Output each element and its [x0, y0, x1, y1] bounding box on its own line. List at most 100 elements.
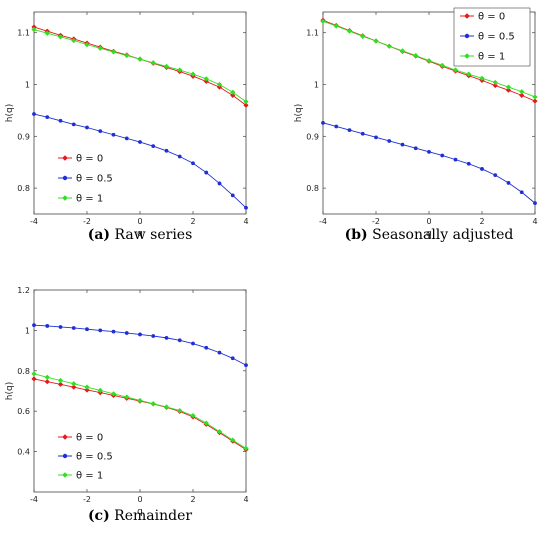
legend-marker — [62, 453, 68, 459]
data-point — [493, 173, 498, 178]
data-point — [177, 338, 182, 343]
x-axis-label: q — [137, 229, 143, 239]
data-point — [453, 157, 458, 162]
x-tick-label: -2 — [372, 217, 380, 226]
data-point — [427, 149, 431, 154]
caption-text: Raw series — [110, 227, 192, 243]
data-point — [373, 38, 379, 44]
data-point — [110, 49, 117, 55]
legend-label: θ = 0 — [76, 154, 103, 165]
data-point — [321, 120, 325, 125]
data-point — [360, 131, 365, 136]
x-tick-label: 2 — [190, 495, 195, 504]
caption-letter: (c) — [88, 508, 110, 524]
chart-panel-0: -4 -2 0 2 4 0.8 0.9 1 1.1 q h(q) θ = 0 θ = 0.5 θ = 1 (… — [5, 11, 249, 243]
data-point — [519, 89, 525, 95]
y-tick-label: 0.8 — [306, 184, 319, 193]
data-point — [71, 122, 76, 127]
data-point — [32, 112, 36, 116]
data-point — [244, 205, 248, 210]
plot-frame — [33, 11, 247, 215]
x-axis-label: q — [137, 507, 143, 517]
data-point — [492, 79, 498, 86]
data-point — [519, 190, 524, 195]
x-axis-label: q — [426, 229, 432, 239]
data-point — [204, 345, 209, 350]
y-tick-label: 1.1 — [306, 29, 319, 38]
data-point — [124, 331, 129, 335]
data-point — [505, 87, 512, 93]
data-point — [58, 118, 63, 123]
panel-caption: (a) Raw series — [88, 227, 193, 243]
legend-marker — [62, 175, 68, 181]
caption-letter: (a) — [88, 227, 110, 243]
data-point — [32, 323, 36, 328]
legend-label: θ = 1 — [76, 471, 103, 482]
legend-marker — [62, 155, 68, 161]
data-point — [519, 92, 525, 98]
data-point — [138, 332, 142, 337]
data-point — [44, 30, 50, 36]
data-point — [216, 429, 223, 435]
data-point — [98, 129, 103, 134]
y-tick-label: 0.9 — [17, 132, 30, 141]
legend-label: θ = 1 — [76, 194, 103, 205]
data-point — [111, 329, 116, 334]
x-tick-label: -2 — [83, 217, 91, 226]
x-tick-label: 2 — [479, 217, 484, 226]
data-point — [97, 45, 103, 51]
data-point — [452, 67, 459, 73]
data-point — [333, 23, 339, 29]
data-point — [347, 128, 352, 132]
y-tick-label: 1 — [314, 81, 319, 90]
data-point — [440, 153, 445, 158]
data-point — [177, 154, 182, 159]
data-point — [506, 181, 511, 185]
data-point — [57, 377, 64, 384]
y-tick-label: 1.2 — [17, 286, 30, 295]
y-tick-label: 0.9 — [306, 132, 319, 141]
data-point — [216, 81, 223, 88]
legend-label: θ = 0.5 — [478, 32, 515, 43]
data-point — [533, 201, 537, 206]
y-axis-label: h(q) — [294, 104, 304, 122]
data-point — [31, 371, 37, 377]
y-tick-label: 0.4 — [17, 448, 30, 457]
data-point — [97, 387, 103, 393]
data-point — [150, 401, 156, 407]
data-point — [191, 161, 195, 166]
data-point — [191, 341, 195, 346]
legend-marker — [464, 33, 470, 39]
data-point — [413, 52, 419, 59]
data-point — [71, 384, 77, 390]
data-point — [243, 99, 249, 105]
data-point — [163, 404, 170, 410]
data-point — [151, 334, 156, 338]
data-point — [84, 384, 90, 390]
data-point — [320, 18, 326, 24]
x-tick-label: 0 — [137, 217, 142, 226]
data-point — [150, 60, 156, 66]
data-point — [137, 56, 143, 62]
y-tick-label: 1 — [25, 81, 30, 90]
legend-marker — [62, 472, 68, 478]
data-point — [374, 135, 378, 140]
data-point — [98, 328, 103, 333]
data-point — [124, 136, 129, 141]
data-point — [346, 28, 353, 34]
data-point — [360, 33, 366, 39]
data-point — [85, 125, 89, 130]
data-point — [71, 37, 77, 44]
data-point — [400, 142, 405, 147]
data-point — [163, 63, 170, 69]
data-point — [124, 394, 130, 400]
data-point — [230, 92, 236, 98]
data-point — [151, 144, 156, 149]
data-point — [230, 193, 235, 198]
x-tick-label: 0 — [426, 217, 431, 226]
caption-text: Seasonally adjusted — [368, 227, 514, 243]
data-point — [85, 327, 89, 332]
data-point — [124, 52, 130, 59]
data-point — [203, 420, 209, 426]
